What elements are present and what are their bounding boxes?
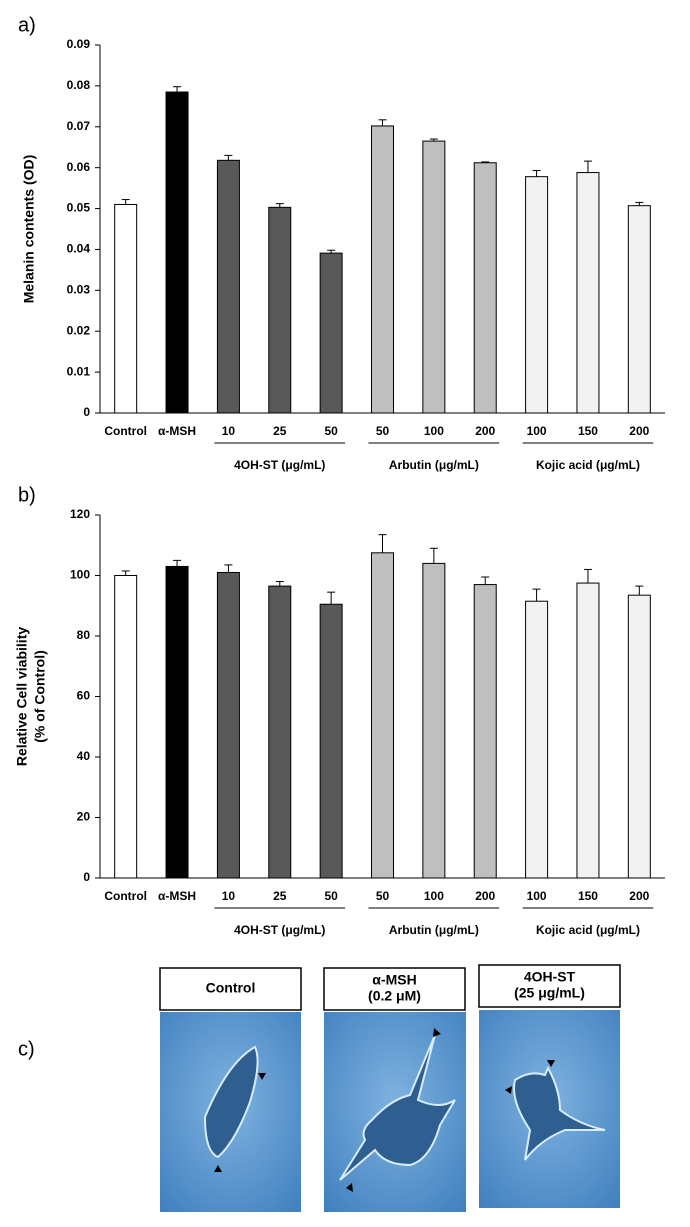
y-tick-label: 80	[77, 628, 91, 642]
group-label: Arbutin (μg/mL)	[389, 458, 479, 472]
x-tick-label: 25	[273, 889, 287, 903]
bar	[114, 203, 138, 414]
x-tick-label: α-MSH	[158, 424, 196, 438]
bar	[422, 140, 446, 414]
caption-box	[323, 967, 466, 1011]
x-tick-label: Control	[104, 889, 147, 903]
caption: (0.2 μM)	[368, 988, 421, 1004]
caption: 4OH-ST	[524, 969, 576, 985]
bar	[371, 552, 394, 879]
x-tick-label: 100	[424, 424, 444, 438]
x-tick-label: α-MSH	[158, 889, 196, 903]
y-axis-label: Melanin contents (OD)	[21, 155, 37, 304]
x-tick-label: Control	[104, 424, 147, 438]
x-tick-label: 100	[527, 424, 547, 438]
caption-box	[478, 964, 621, 1008]
y-tick-label: 0	[83, 870, 90, 884]
bar	[473, 162, 497, 414]
bar	[525, 176, 549, 414]
bar	[627, 594, 651, 879]
bar	[576, 172, 600, 414]
caption: α-MSH	[372, 972, 416, 988]
y-tick-label: 0.04	[67, 242, 91, 256]
y-tick-label: 0.06	[67, 160, 91, 174]
micrograph	[324, 1012, 466, 1212]
bar	[216, 159, 240, 414]
x-tick-label: 200	[475, 889, 495, 903]
group-label: Arbutin (μg/mL)	[389, 923, 479, 937]
micrograph	[479, 1010, 620, 1208]
x-tick-label: 200	[475, 424, 495, 438]
y-tick-label: 0.05	[67, 201, 91, 215]
y-tick-label: 0.09	[67, 37, 91, 51]
x-tick-label: 50	[376, 424, 390, 438]
bar	[627, 205, 651, 414]
x-tick-label: 100	[424, 889, 444, 903]
bar	[216, 571, 240, 879]
caption-box	[159, 967, 302, 1011]
panel-label: b)	[18, 484, 36, 506]
y-tick-label: 0.01	[67, 364, 91, 378]
y-axis-label: Relative Cell viability	[14, 627, 30, 766]
bar	[319, 603, 343, 879]
x-tick-label: 150	[578, 424, 598, 438]
bar	[525, 600, 549, 879]
y-tick-label: 60	[77, 689, 91, 703]
y-tick-label: 0.02	[67, 323, 91, 337]
x-tick-label: 150	[578, 889, 598, 903]
bar	[422, 562, 446, 879]
caption: (25 μg/mL)	[514, 985, 585, 1001]
bar	[268, 585, 292, 879]
x-tick-label: 200	[629, 889, 649, 903]
micrograph	[160, 1012, 301, 1212]
bar	[114, 575, 138, 879]
x-tick-label: 10	[222, 889, 236, 903]
panel-label: c)	[18, 1038, 35, 1060]
bar	[165, 565, 189, 879]
x-tick-label: 200	[629, 424, 649, 438]
y-tick-label: 0.03	[67, 283, 91, 297]
bar	[319, 252, 343, 414]
x-tick-label: 50	[324, 889, 338, 903]
x-tick-label: 10	[222, 424, 236, 438]
bar	[371, 125, 394, 414]
y-tick-label: 100	[70, 568, 90, 582]
y-tick-label: 0.07	[67, 119, 91, 133]
y-tick-label: 40	[77, 749, 91, 763]
x-tick-label: 50	[376, 889, 390, 903]
caption: Control	[206, 980, 256, 996]
x-tick-label: 25	[273, 424, 287, 438]
x-tick-label: 100	[527, 889, 547, 903]
group-label: 4OH-ST (μg/mL)	[234, 458, 325, 472]
y-tick-label: 0.08	[67, 78, 91, 92]
bar	[165, 91, 189, 414]
y-axis-label: (% of Control)	[32, 650, 48, 743]
y-tick-label: 0	[83, 405, 90, 419]
group-label: Kojic acid (μg/mL)	[536, 923, 640, 937]
panel-label: a)	[18, 14, 36, 36]
x-tick-label: 50	[324, 424, 338, 438]
group-label: 4OH-ST (μg/mL)	[234, 923, 325, 937]
group-label: Kojic acid (μg/mL)	[536, 458, 640, 472]
y-tick-label: 20	[77, 810, 91, 824]
y-tick-label: 120	[70, 507, 90, 521]
bar	[268, 206, 292, 414]
bar	[576, 582, 600, 879]
bar	[473, 584, 497, 879]
